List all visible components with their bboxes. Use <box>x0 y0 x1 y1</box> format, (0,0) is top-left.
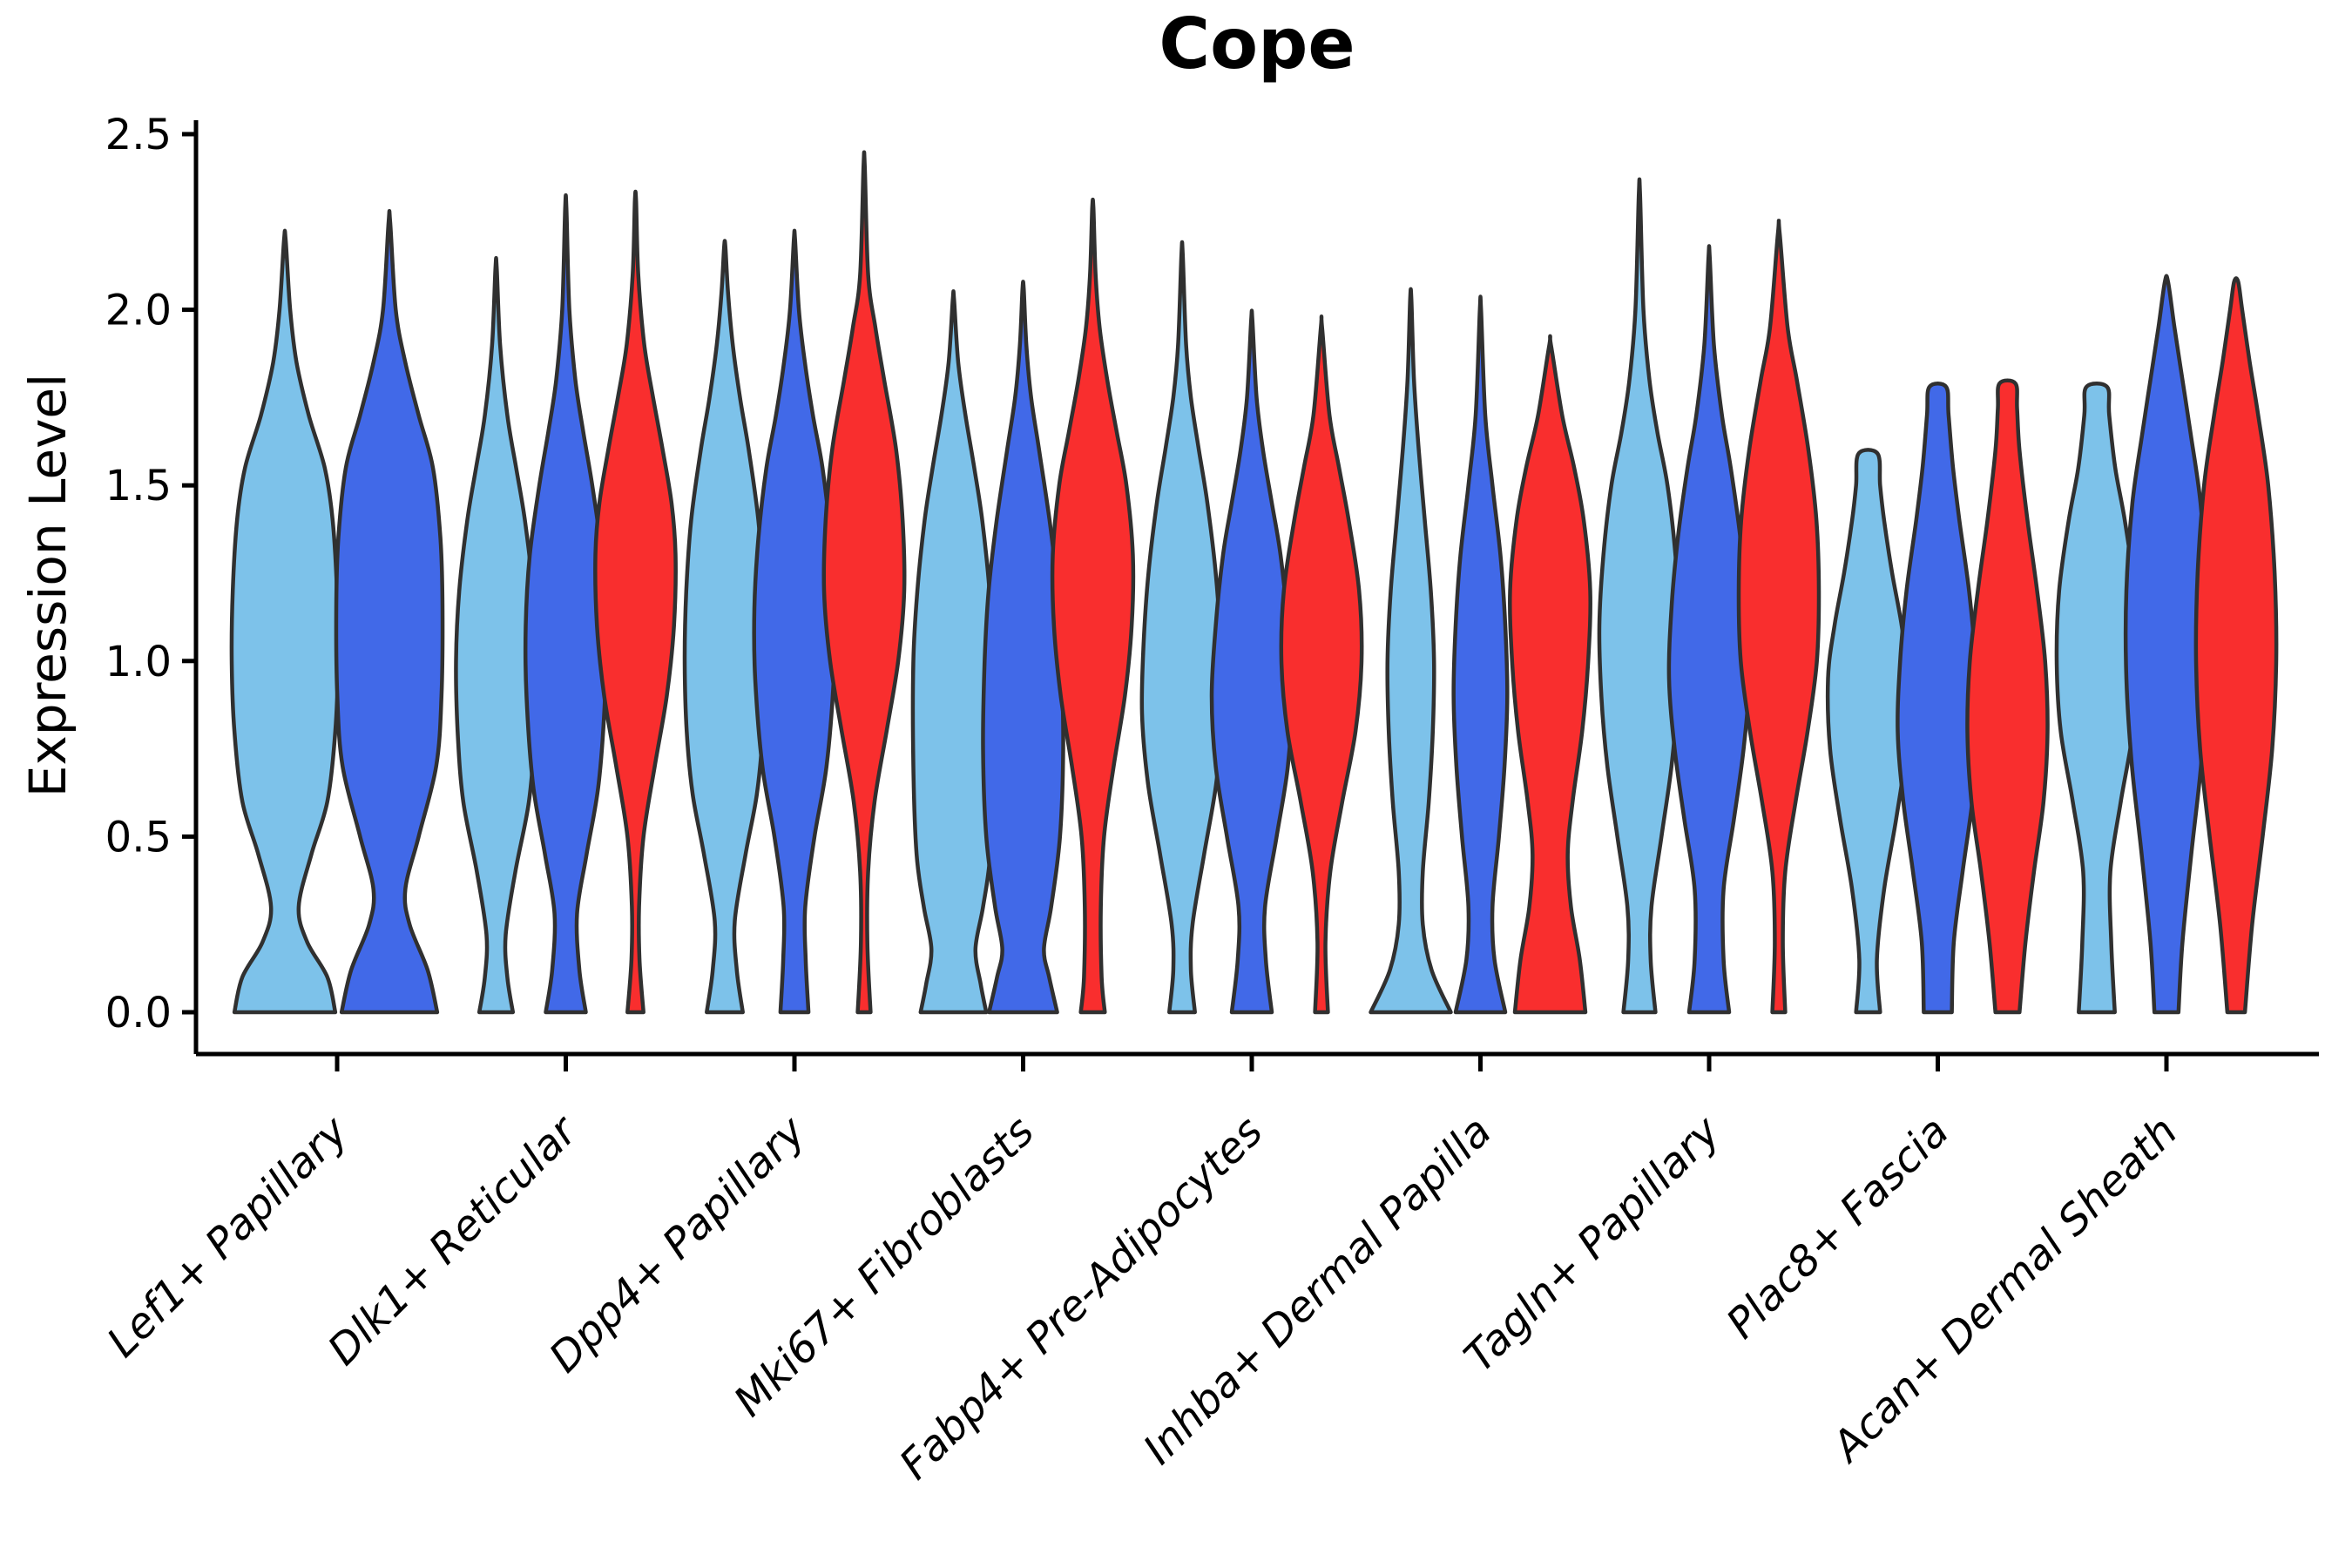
x-tick-label: Dpp4+ Papillary <box>540 1106 815 1382</box>
y-axis: 0.0 0.5 1.0 1.5 2.0 2.5 <box>105 111 199 1054</box>
y-tick-label: 2.0 <box>105 287 172 335</box>
violin-plac8-light_blue <box>1825 448 1911 1015</box>
y-tick-label: 2.5 <box>105 111 172 159</box>
violins-layer <box>229 150 2279 1015</box>
violin-inhba-light_blue <box>1369 287 1453 1015</box>
x-tick-label: Tagln+ Papillary <box>1455 1106 1730 1382</box>
violin-inhba-red <box>1508 334 1592 1015</box>
x-tick-label: Plac8+ Fascia <box>1717 1107 1958 1348</box>
violin-lef1-royal_blue <box>334 208 445 1015</box>
violin-mki67-red <box>1050 197 1136 1015</box>
violin-mki67-royal_blue <box>981 280 1065 1015</box>
violin-dlk1-light_blue <box>454 255 538 1015</box>
violin-fabp4-red <box>1279 314 1364 1015</box>
violin-tagln-royal_blue <box>1666 244 1752 1015</box>
violin-mki67-light_blue <box>910 289 997 1015</box>
violin-tagln-light_blue <box>1597 177 1682 1015</box>
violin-inhba-royal_blue <box>1451 294 1510 1015</box>
y-tick-label: 0.0 <box>105 989 172 1037</box>
violin-lef1-light_blue <box>229 228 341 1015</box>
violin-acan-red <box>2193 276 2279 1015</box>
y-tick-label: 1.0 <box>105 638 172 686</box>
y-tick-label: 0.5 <box>105 813 172 862</box>
violin-dpp4-red <box>821 150 907 1015</box>
violin-tagln-red <box>1736 219 1821 1015</box>
violin-acan-light_blue <box>2054 382 2139 1015</box>
violin-dpp4-royal_blue <box>752 228 837 1015</box>
violin-dpp4-light_blue <box>682 239 767 1015</box>
violin-fabp4-royal_blue <box>1209 308 1294 1015</box>
y-tick-label: 1.5 <box>105 462 172 510</box>
violin-fabp4-light_blue <box>1139 240 1225 1015</box>
violin-plac8-red <box>1965 378 2050 1015</box>
x-tick-label: Fabp4+ Pre-Adipocytes <box>890 1107 1273 1490</box>
x-tick-label: Dlk1+ Reticular <box>319 1105 589 1375</box>
violin-dlk1-red <box>593 189 678 1015</box>
x-tick-label: Lef1+ Papillary <box>98 1106 358 1367</box>
chart-title: Cope <box>1159 3 1355 84</box>
y-axis-label: Expression Level <box>18 374 78 797</box>
violin-dlk1-royal_blue <box>523 193 609 1015</box>
